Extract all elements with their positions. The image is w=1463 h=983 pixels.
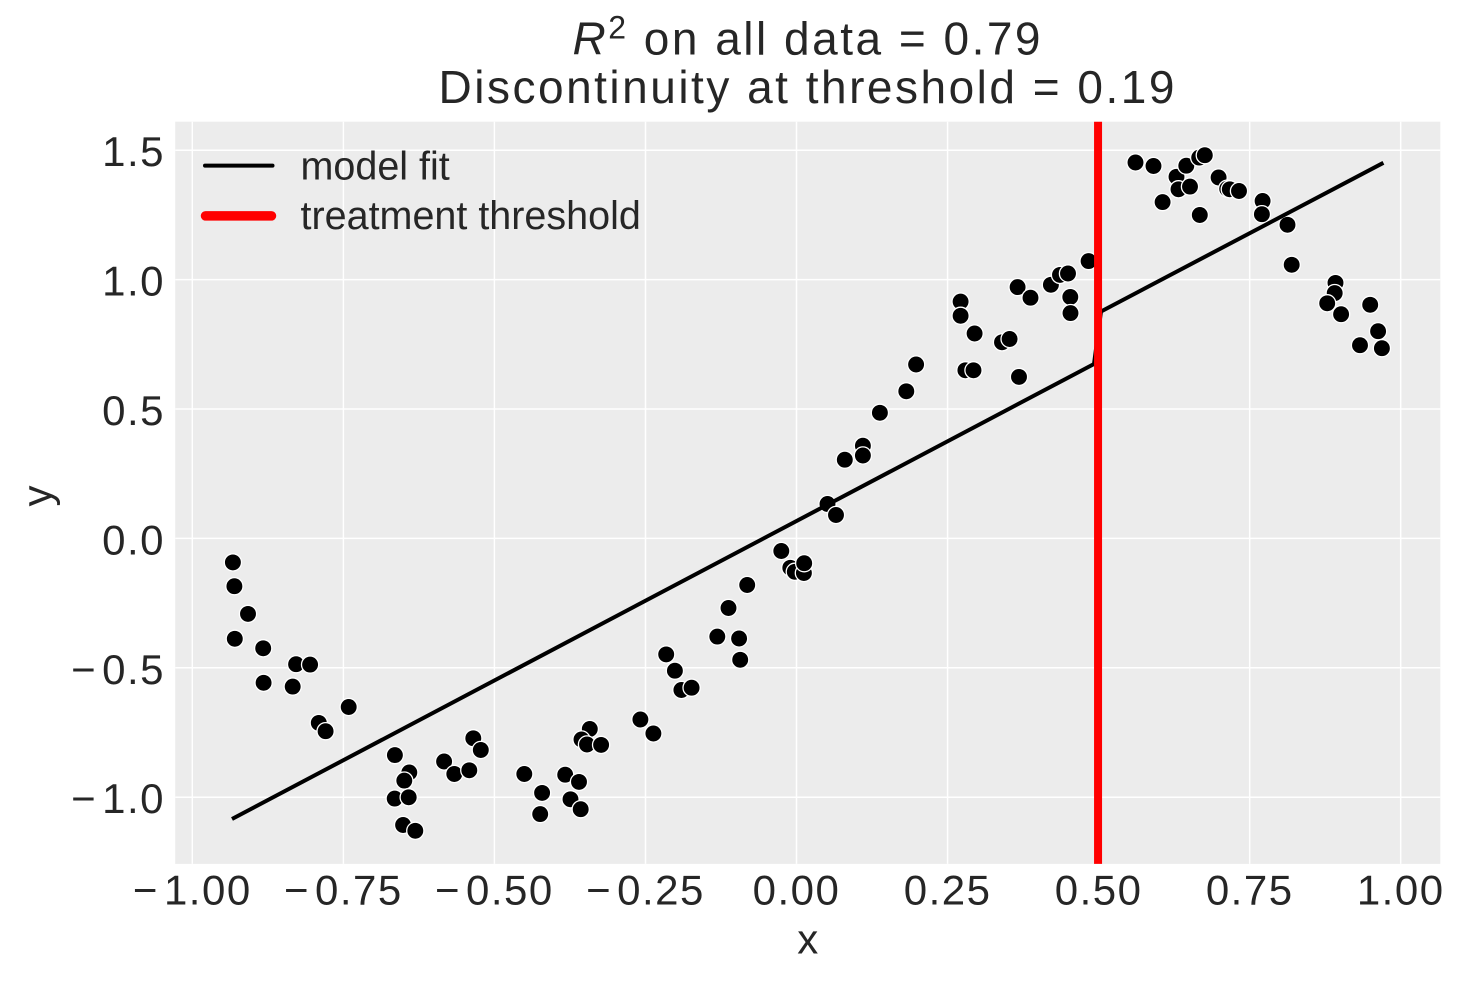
svg-text:− 0.75: − 0.75 — [284, 867, 403, 914]
svg-text:1.5: 1.5 — [102, 128, 165, 175]
svg-text:0.75: 0.75 — [1206, 867, 1294, 914]
svg-text:1.0: 1.0 — [102, 258, 165, 305]
svg-text:− 1.0: − 1.0 — [71, 775, 165, 822]
svg-text:− 1.00: − 1.00 — [133, 867, 252, 914]
svg-text:1.00: 1.00 — [1357, 867, 1445, 914]
svg-text:Discontinuity at threshold = 0: Discontinuity at threshold = 0.19 — [439, 61, 1177, 113]
svg-text:0.50: 0.50 — [1055, 867, 1143, 914]
svg-text:x: x — [797, 916, 818, 963]
svg-text:model fit: model fit — [301, 145, 450, 189]
svg-text:0.00: 0.00 — [753, 867, 841, 914]
svg-text:0.25: 0.25 — [904, 867, 992, 914]
svg-text:− 0.5: − 0.5 — [71, 646, 165, 693]
svg-text:treatment threshold: treatment threshold — [301, 194, 641, 238]
svg-text:− 0.25: − 0.25 — [586, 867, 705, 914]
svg-text:R2 on all data = 0.79: R2 on all data = 0.79 — [572, 10, 1043, 65]
svg-text:0.5: 0.5 — [102, 387, 165, 434]
svg-text:y: y — [14, 486, 61, 507]
svg-text:− 0.50: − 0.50 — [435, 867, 554, 914]
svg-text:0.0: 0.0 — [102, 516, 165, 563]
